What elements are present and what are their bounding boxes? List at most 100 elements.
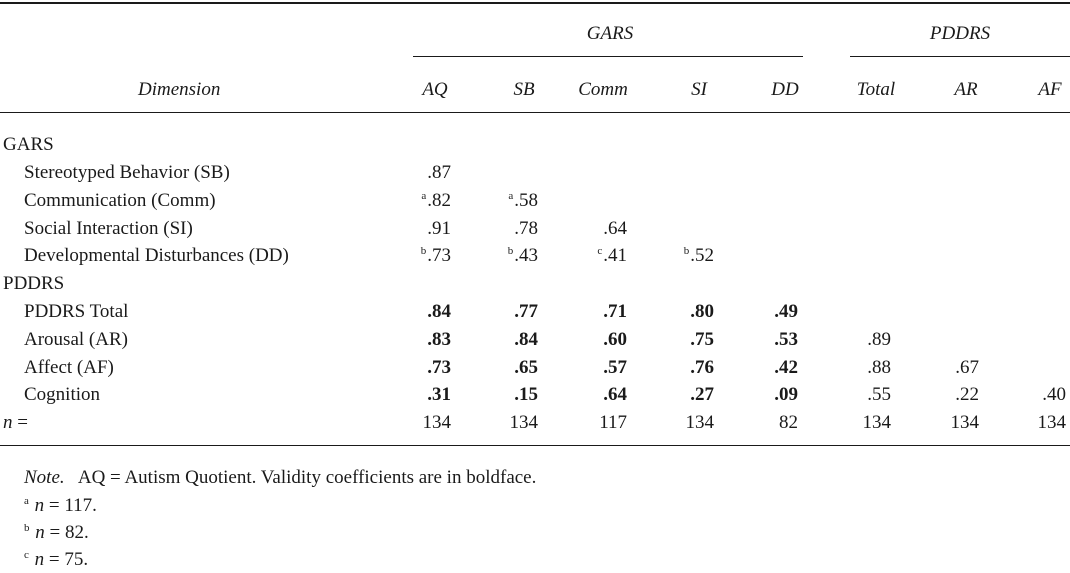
table-cell: a.58 [458,190,538,214]
n-value: 134 [509,412,539,433]
cell-value: .64 [603,384,627,405]
table-cell: .67 [899,357,979,379]
table-cell: .49 [718,301,798,323]
column-header-sb: SB [513,79,535,100]
table-cell: .78 [458,218,538,240]
table-cell: .42 [718,357,798,379]
table-cell: .73 [371,357,451,379]
n-value: 134 [862,412,892,433]
footnote-n: n [34,495,45,516]
cell-value: .76 [690,357,714,378]
footnote-marker: b [420,245,427,257]
cell-value: .53 [774,329,798,350]
column-header-aq: AQ [422,79,448,100]
cell-value: .49 [774,301,798,322]
table-cell: .76 [634,357,714,379]
dimension-header: Dimension [138,79,221,100]
footnote-marker: a [24,495,29,507]
table-cell: b.52 [634,245,714,269]
footnote-c: c n = 75. [24,549,88,573]
n-value: 134 [1037,412,1067,433]
table-cell: .88 [811,357,891,379]
table-cell: .83 [371,329,451,351]
table-cell: b.73 [371,245,451,269]
bottom-rule [0,445,1070,446]
cell-value: .80 [690,301,714,322]
cell-value: .52 [690,245,714,266]
table-cell: .57 [547,357,627,379]
cell-value: .41 [603,245,627,266]
row-label: Communication (Comm) [24,190,216,211]
cell-value: .89 [867,329,891,350]
cell-value: .91 [427,218,451,239]
cell-value: .31 [427,384,451,405]
footnote-text: = 117. [48,495,97,516]
table-cell: .55 [811,384,891,406]
cell-value: .67 [955,357,979,378]
cell-value: .09 [774,384,798,405]
table-cell: .84 [371,301,451,323]
table-cell: .77 [458,301,538,323]
row-label: Cognition [24,384,101,405]
column-header-comm: Comm [578,79,628,100]
footnote-marker: a [421,190,427,202]
cell-value: .57 [603,357,627,378]
table-cell: b.43 [458,245,538,269]
n-value: 82 [779,412,798,433]
cell-value: .65 [514,357,538,378]
row-label: Developmental Disturbances (DD) [24,245,289,266]
footnote-marker: b [507,245,514,257]
row-label: Social Interaction (SI) [24,218,193,239]
cell-value: .83 [427,329,451,350]
note-text: AQ = Autism Quotient. Validity coefficie… [77,467,537,488]
table-note: Note. AQ = Autism Quotient. Validity coe… [24,467,536,489]
cell-value: .84 [514,329,538,350]
table-cell: c.41 [547,245,627,269]
table-cell: .09 [718,384,798,406]
cell-value: .75 [690,329,714,350]
n-symbol: n [3,412,13,433]
cell-value: .40 [1042,384,1066,405]
section-label-pddrs: PDDRS [3,273,65,294]
table-cell: .31 [371,384,451,406]
cell-value: .88 [867,357,891,378]
footnote-marker: a [508,190,514,202]
cell-value: .84 [427,301,451,322]
table-cell: .15 [458,384,538,406]
table-cell: .53 [718,329,798,351]
cell-value: .73 [427,357,451,378]
footnote-marker: c [597,245,603,257]
gars-group-rule [413,56,803,57]
cell-value: .58 [514,190,538,211]
cell-value: .27 [690,384,714,405]
section-label-gars: GARS [3,134,54,155]
cell-value: .71 [603,301,627,322]
cell-value: .15 [514,384,538,405]
cell-value: .77 [514,301,538,322]
table-cell: .80 [634,301,714,323]
footnote-marker: c [24,549,29,561]
table-cell: .91 [371,218,451,240]
column-header-dd: DD [771,79,799,100]
table-cell: .89 [811,329,891,351]
table-cell: .64 [547,218,627,240]
table-cell: .84 [458,329,538,351]
footnote-n: n [34,549,45,570]
table-cell: .27 [634,384,714,406]
table-cell: .64 [547,384,627,406]
row-label: Affect (AF) [24,357,114,378]
cell-value: .87 [427,162,451,183]
row-label: Arousal (AR) [24,329,128,350]
cell-value: .78 [514,218,538,239]
note-label: Note. [24,467,65,488]
table-cell: .87 [371,162,451,184]
cell-value: .60 [603,329,627,350]
cell-value: .64 [603,218,627,239]
top-rule [0,2,1070,4]
cell-value: .73 [427,245,451,266]
table-cell: .40 [986,384,1066,406]
table-cell: .75 [634,329,714,351]
cell-value: .22 [955,384,979,405]
cell-value: .82 [427,190,451,211]
footnote-marker: b [24,522,30,534]
